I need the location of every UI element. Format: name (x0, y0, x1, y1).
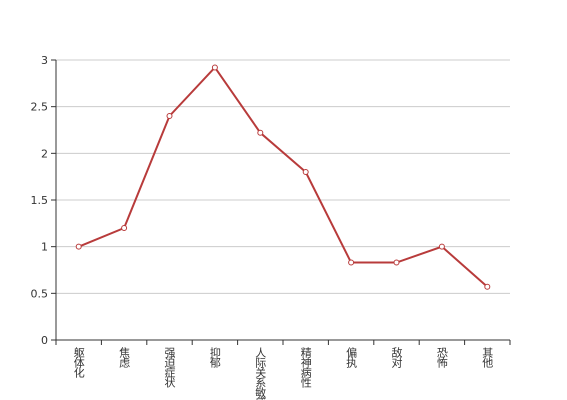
line (78, 65, 488, 288)
x-tick-label: 躯体化 (72, 347, 85, 379)
y-tick-label: 0 (41, 334, 48, 347)
point (75, 243, 82, 250)
point (484, 283, 491, 290)
x-tick-label: 强迫症状 (163, 347, 176, 388)
x-tick-label: 敌对 (390, 346, 403, 368)
y-tick-label: 2 (41, 147, 48, 160)
point (257, 129, 264, 136)
x-tick-label: 恐怖 (435, 347, 448, 368)
y-tick-label: 2.5 (31, 101, 49, 114)
point (438, 243, 445, 250)
point (393, 259, 400, 266)
y-tick-label: 1.5 (31, 194, 49, 207)
x-tick-label: 抑郁 (208, 346, 221, 368)
x-tick-label: 焦虑 (118, 347, 131, 368)
x-tick-label: 其他 (481, 347, 494, 368)
x-tick-label: 人际关系敏感 (254, 347, 267, 400)
y-tick-label: 3 (41, 54, 48, 67)
x-tick-label: 精神病性 (299, 347, 312, 389)
point (121, 225, 128, 231)
y-tick-label: 1 (41, 241, 48, 254)
x-tick-label: 偏执 (345, 346, 358, 369)
y-tick-label: 0.5 (31, 287, 49, 300)
point (211, 64, 218, 71)
point (302, 169, 309, 175)
point (166, 113, 173, 119)
point (348, 259, 355, 266)
